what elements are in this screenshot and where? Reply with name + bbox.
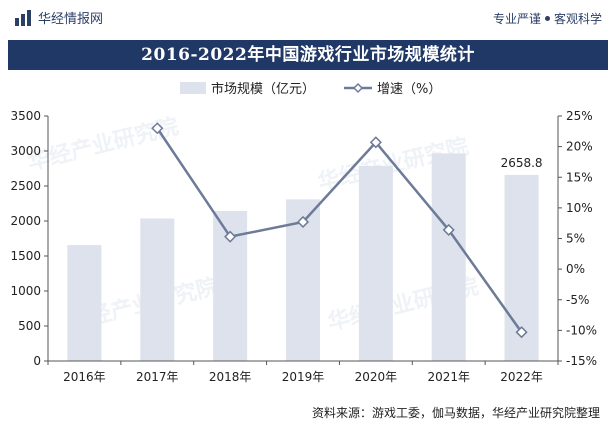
y-left-tick-label-6: 3000 [10,144,41,158]
y-right-tick-label-1: -10% [566,323,597,337]
x-tick-label-1: 2017年 [136,370,179,384]
bar-data-label-6: 2658.8 [501,156,543,170]
y-left-tick-label-0: 0 [33,354,41,368]
tagline: 专业严谨 客观科学 [493,10,602,27]
y-right-tick-label-2: -5% [566,293,589,307]
y-right-tick-label-7: 20% [566,140,593,154]
y-left-tick-label-3: 1500 [10,249,41,263]
legend-label-line: 增速（%） [377,82,441,97]
growth-point-4 [369,136,382,149]
chart-title: 2016-2022年中国游戏行业市场规模统计 [8,40,608,70]
growth-point-1 [151,122,164,135]
brand-logo-icon [15,9,31,26]
y-right-tick-label-0: -15% [566,354,597,368]
tagline-right: 客观科学 [553,12,602,26]
y-right-tick-label-3: 0% [566,262,585,276]
tagline-dot-icon [544,16,550,21]
bar-1 [140,218,175,361]
legend-label-bar: 市场规模（亿元） [211,81,315,97]
y-right-tick-label-5: 10% [566,201,593,215]
growth-point-3 [296,215,310,229]
source-note: 资料来源：游戏工委，伽马数据，华经产业研究院整理 [311,406,600,420]
y-left-tick-label-5: 2500 [10,179,41,193]
y-right-tick-label-4: 5% [566,232,585,246]
tagline-left: 专业严谨 [492,12,541,26]
legend-marker-line [352,82,364,94]
x-tick-label-2: 2018年 [209,370,252,384]
bar-0 [67,245,102,361]
y-left-tick-label-7: 3500 [10,109,41,123]
growth-point-6 [515,326,528,339]
legend-swatch-bar [180,82,206,94]
x-tick-label-5: 2021年 [427,370,470,384]
x-tick-label-4: 2020年 [355,370,398,384]
y-right-tick-label-8: 25% [566,109,593,123]
growth-point-5 [442,223,455,236]
y-left-tick-label-2: 1000 [10,284,41,298]
brand-name: 华经情报网 [38,12,104,27]
x-tick-label-3: 2019年 [282,370,325,384]
y-left-tick-label-1: 500 [18,319,41,333]
y-right-tick-label-6: 15% [566,170,593,184]
header-bar: 华经情报网 专业严谨 客观科学 [0,0,616,38]
x-tick-label-6: 2022年 [500,370,543,384]
brand: 华经情报网 [14,8,103,27]
y-left-tick-label-4: 2000 [10,214,41,228]
bar-4 [358,165,393,361]
x-tick-label-0: 2016年 [63,370,106,384]
growth-line [156,127,523,333]
bar-5 [431,153,466,361]
growth-point-2 [224,230,237,243]
